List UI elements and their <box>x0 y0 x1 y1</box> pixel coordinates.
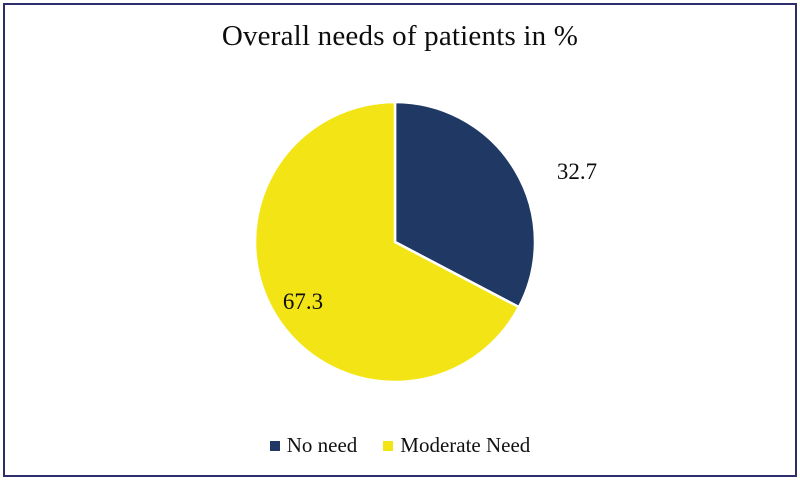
pie-slice-no-need <box>393 100 537 309</box>
data-label-no-need: 32.7 <box>556 159 598 184</box>
legend-swatch-no-need <box>269 440 280 451</box>
legend-item-no-need: No need <box>269 433 358 458</box>
legend-label-moderate-need: Moderate Need <box>400 433 531 457</box>
pie-slice-moderate-need <box>253 100 521 384</box>
legend-swatch-moderate-need <box>383 440 394 451</box>
chart-title: Overall needs of patients in % <box>221 20 579 52</box>
legend-item-moderate-need: Moderate Need <box>383 433 530 458</box>
legend-label-no-need: No need <box>286 433 358 457</box>
data-label-moderate-need: 67.3 <box>282 289 324 314</box>
legend: No need Moderate Need <box>0 433 800 458</box>
